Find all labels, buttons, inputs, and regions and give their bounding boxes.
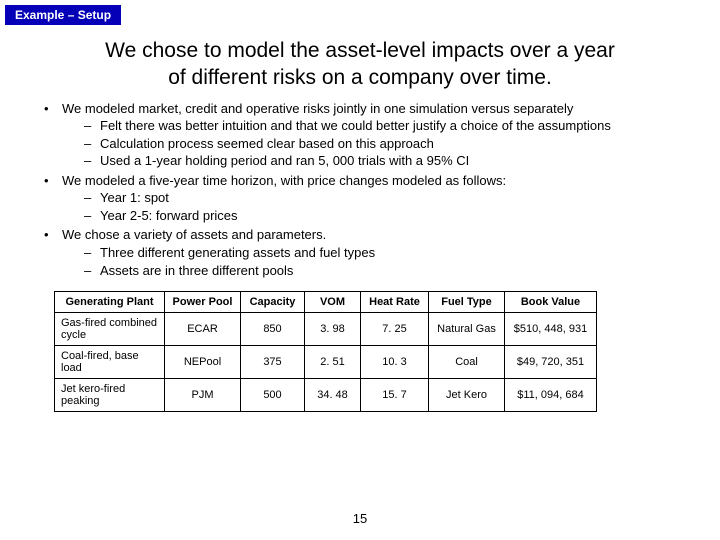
table-row: Coal-fired, base loadNEPool3752. 5110. 3… [55, 346, 597, 379]
bullet-text: We chose a variety of assets and paramet… [62, 227, 326, 242]
bullet-item: We chose a variety of assets and paramet… [44, 226, 690, 279]
table-cell: 3. 98 [305, 313, 361, 346]
table-cell: Jet kero-fired peaking [55, 379, 165, 412]
sub-bullet-item: Calculation process seemed clear based o… [84, 135, 690, 153]
table-row: Jet kero-fired peakingPJM50034. 4815. 7J… [55, 379, 597, 412]
table-cell: 500 [241, 379, 305, 412]
table-cell: 375 [241, 346, 305, 379]
header-tab: Example – Setup [5, 5, 121, 25]
table-cell: 10. 3 [361, 346, 429, 379]
page-number: 15 [0, 511, 720, 526]
sub-bullet-item: Used a 1-year holding period and ran 5, … [84, 152, 690, 170]
bullet-text: We modeled market, credit and operative … [62, 101, 573, 116]
table-cell: Natural Gas [429, 313, 505, 346]
sub-bullet-item: Three different generating assets and fu… [84, 244, 690, 262]
sub-bullet-item: Year 2-5: forward prices [84, 207, 690, 225]
table-cell: 850 [241, 313, 305, 346]
table-cell: $510, 448, 931 [505, 313, 597, 346]
sub-bullet-item: Assets are in three different pools [84, 262, 690, 280]
table-cell: 15. 7 [361, 379, 429, 412]
table-header-cell: Generating Plant [55, 292, 165, 313]
table-header-cell: VOM [305, 292, 361, 313]
table-cell: Coal [429, 346, 505, 379]
page-title: We chose to model the asset-level impact… [40, 37, 680, 92]
asset-table-wrap: Generating PlantPower PoolCapacityVOMHea… [54, 291, 720, 412]
table-cell: NEPool [165, 346, 241, 379]
table-header-cell: Book Value [505, 292, 597, 313]
table-cell: ECAR [165, 313, 241, 346]
table-cell: Jet Kero [429, 379, 505, 412]
table-header-cell: Capacity [241, 292, 305, 313]
table-cell: $49, 720, 351 [505, 346, 597, 379]
bullet-text: We modeled a five-year time horizon, wit… [62, 173, 506, 188]
table-cell: 34. 48 [305, 379, 361, 412]
table-cell: Gas-fired combined cycle [55, 313, 165, 346]
table-cell: Coal-fired, base load [55, 346, 165, 379]
table-cell: 2. 51 [305, 346, 361, 379]
table-header-cell: Heat Rate [361, 292, 429, 313]
table-cell: 7. 25 [361, 313, 429, 346]
table-row: Gas-fired combined cycleECAR8503. 987. 2… [55, 313, 597, 346]
sub-bullet-item: Year 1: spot [84, 189, 690, 207]
bullet-item: We modeled a five-year time horizon, wit… [44, 172, 690, 225]
table-header-cell: Fuel Type [429, 292, 505, 313]
table-header-cell: Power Pool [165, 292, 241, 313]
bullet-content: We modeled market, credit and operative … [44, 100, 690, 279]
title-line-1: We chose to model the asset-level impact… [105, 39, 615, 62]
sub-bullet-item: Felt there was better intuition and that… [84, 117, 690, 135]
asset-table: Generating PlantPower PoolCapacityVOMHea… [54, 291, 597, 412]
table-cell: PJM [165, 379, 241, 412]
bullet-item: We modeled market, credit and operative … [44, 100, 690, 170]
table-cell: $11, 094, 684 [505, 379, 597, 412]
title-line-2: of different risks on a company over tim… [168, 66, 552, 89]
